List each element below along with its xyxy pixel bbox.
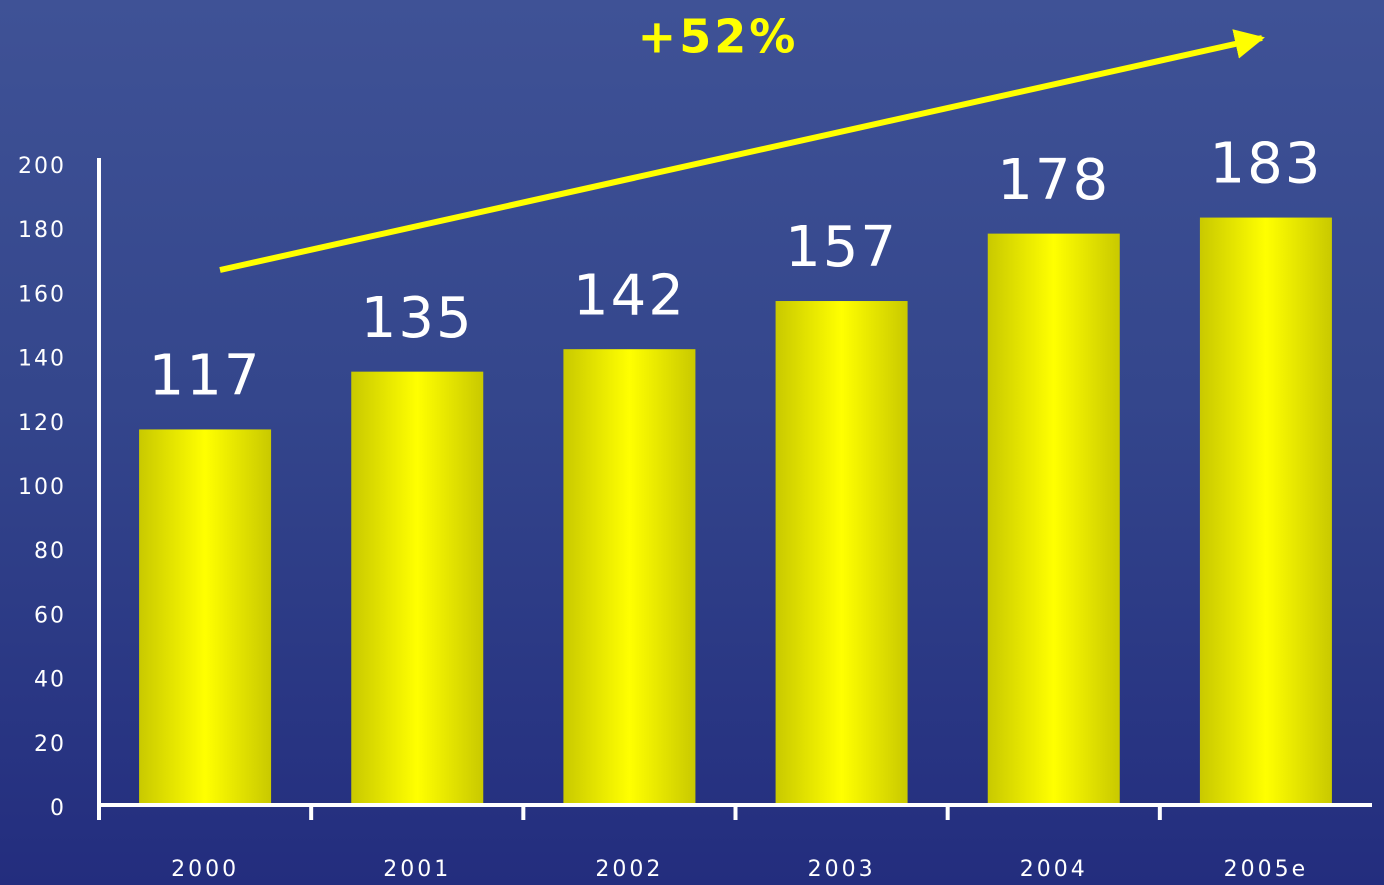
y-tick-label: 80 [34, 539, 66, 564]
y-tick-label: 100 [18, 475, 66, 500]
bar [987, 233, 1120, 805]
x-tick-label: 2000 [171, 857, 239, 882]
value-label: 135 [361, 286, 474, 351]
bar [563, 349, 696, 805]
bar [775, 301, 908, 805]
y-tick-label: 180 [18, 218, 66, 243]
y-tick-label: 20 [34, 732, 66, 757]
x-tick-label: 2004 [1020, 857, 1088, 882]
x-tick-label: 2003 [808, 857, 876, 882]
y-tick-label: 200 [18, 154, 66, 179]
y-tick-label: 160 [18, 282, 66, 307]
value-label: 183 [1209, 132, 1322, 197]
x-tick-label: 2005e [1224, 857, 1309, 882]
bar [139, 429, 272, 805]
value-label: 157 [785, 215, 898, 280]
y-tick-label: 120 [18, 411, 66, 436]
value-label: 178 [997, 148, 1110, 213]
x-tick-label: 2001 [383, 857, 451, 882]
bar [351, 371, 484, 805]
y-tick-label: 60 [34, 603, 66, 628]
y-tick-label: 140 [18, 347, 66, 372]
bar [1199, 217, 1332, 805]
trend-arrow [219, 29, 1265, 273]
y-tick-label: 0 [50, 796, 66, 821]
value-label: 117 [149, 344, 262, 409]
x-tick-label: 2002 [595, 857, 663, 882]
y-tick-label: 40 [34, 668, 66, 693]
annotation: +52% [638, 10, 799, 64]
value-label: 142 [573, 263, 686, 328]
